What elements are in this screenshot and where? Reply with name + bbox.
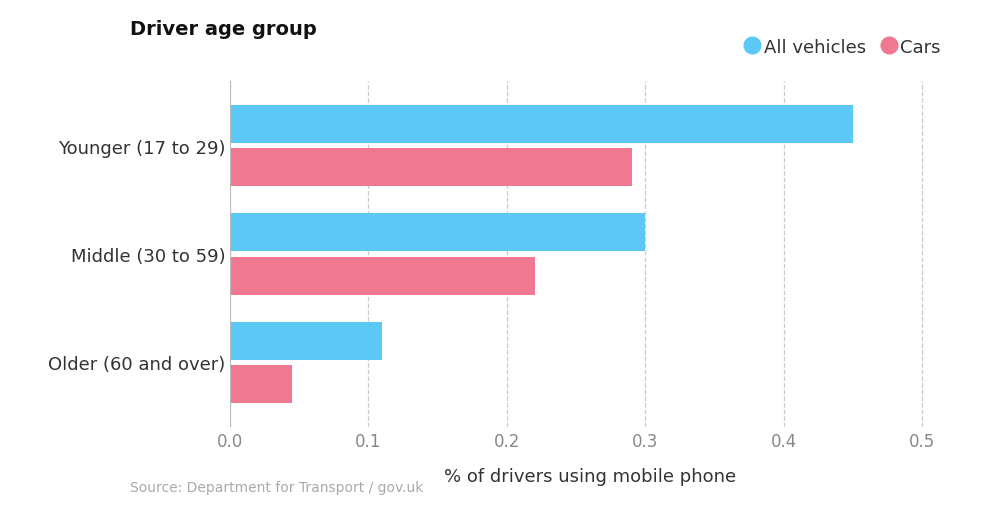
Bar (230, 149, 632, 187)
Bar (230, 106, 853, 144)
Text: Source: Department for Transport / gov.uk: Source: Department for Transport / gov.u… (130, 480, 423, 494)
X-axis label: % of drivers using mobile phone: % of drivers using mobile phone (444, 467, 736, 485)
Bar (230, 214, 645, 252)
Text: Driver age group: Driver age group (130, 20, 317, 39)
Bar (230, 365, 292, 403)
Bar (230, 257, 535, 295)
Bar (230, 322, 382, 360)
Legend: All vehicles, Cars: All vehicles, Cars (748, 39, 941, 57)
